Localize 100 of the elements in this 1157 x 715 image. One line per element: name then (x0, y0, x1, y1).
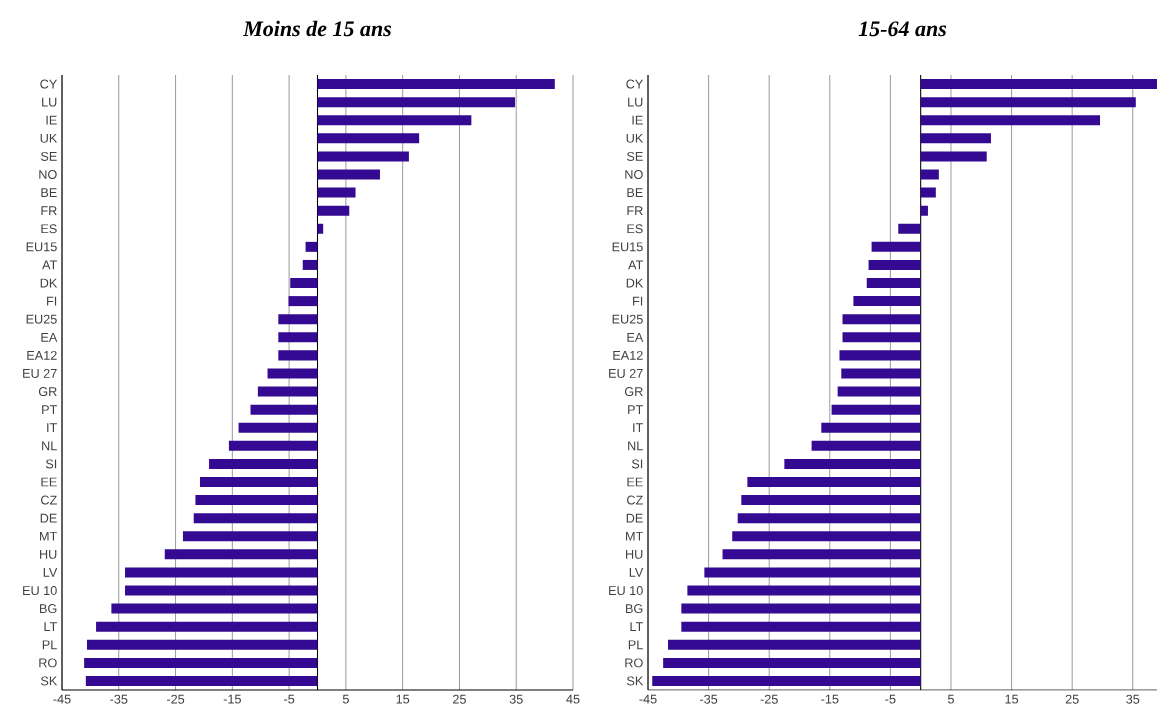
y-tick-label: CZ (41, 495, 57, 505)
bar (317, 187, 356, 198)
y-tick-label: EA12 (613, 350, 643, 360)
y-tick-label: LU (628, 97, 643, 107)
bar (85, 675, 318, 686)
bar (257, 386, 318, 397)
y-tick-label: UK (626, 133, 644, 143)
y-tick-label: EA (41, 332, 58, 342)
bar (317, 223, 324, 234)
y-tick-label: BE (41, 188, 57, 197)
bar (195, 495, 318, 506)
y-tick-label: EA (627, 332, 644, 342)
bar (920, 187, 936, 198)
y-tick-label: IT (633, 423, 643, 433)
bar (920, 97, 1136, 108)
bar (238, 422, 318, 433)
y-tick-label: MT (40, 531, 57, 541)
chart-title: Moins de 15 ans (242, 20, 392, 37)
bar (317, 97, 516, 108)
x-tick-label: -25 (166, 694, 185, 704)
y-tick-label: PT (628, 405, 643, 414)
y-tick-label: SE (40, 151, 57, 161)
y-tick-label: EU25 (26, 314, 57, 324)
y-tick-label: CY (626, 79, 644, 89)
y-tick-label: SI (631, 459, 643, 469)
x-tick-label: -25 (760, 694, 778, 704)
bar (681, 621, 921, 632)
y-tick-label: EU 10 (23, 586, 57, 596)
bar (182, 531, 318, 542)
y-tick-label: HU (626, 549, 643, 559)
x-tick-label: 5 (947, 694, 954, 704)
bar (866, 278, 921, 289)
y-tick-label: HU (40, 549, 57, 559)
y-tick-label: IE (632, 115, 643, 125)
y-tick-label: DK (40, 278, 58, 288)
x-tick-label: 45 (566, 694, 580, 704)
y-tick-label: EU25 (612, 314, 643, 324)
bar (920, 169, 939, 180)
x-tick-label: -45 (53, 694, 71, 704)
bar (704, 567, 921, 578)
bar (920, 115, 1101, 126)
y-tick-label: FI (633, 296, 643, 306)
bar (920, 205, 928, 216)
bar (317, 151, 409, 162)
bar (839, 350, 921, 361)
x-tick-label: 5 (342, 694, 349, 704)
y-tick-label: IE (46, 115, 57, 125)
bar (111, 603, 318, 614)
y-tick-label: LV (629, 568, 644, 577)
y-tick-label: MT (626, 531, 643, 541)
y-tick-label: PL (42, 640, 57, 650)
bar (84, 657, 318, 668)
bar (681, 603, 921, 614)
bar (278, 350, 318, 361)
chart-title: 15-64 ans (858, 21, 947, 37)
bar (747, 476, 921, 487)
bar (821, 422, 921, 433)
bar (317, 169, 380, 180)
bar (837, 386, 921, 397)
bar (831, 404, 921, 415)
bar (722, 549, 921, 560)
y-tick-label: EU 10 (609, 586, 643, 596)
y-tick-label: NL (42, 441, 57, 451)
bar (842, 332, 921, 343)
bar (288, 296, 318, 307)
x-tick-label: 35 (1126, 694, 1140, 704)
y-tick-label: ES (41, 224, 57, 234)
x-tick-label: -35 (110, 694, 128, 704)
bar (302, 259, 318, 270)
bar (920, 133, 991, 144)
bar (811, 440, 921, 451)
x-tick-label: -45 (639, 694, 657, 704)
bar (267, 368, 318, 379)
bar (278, 332, 318, 343)
y-tick-label: DE (626, 513, 643, 523)
bar (842, 314, 921, 325)
y-tick-label: LV (43, 568, 58, 577)
x-tick-label: 25 (453, 694, 466, 704)
bar (841, 368, 921, 379)
bar (290, 278, 318, 289)
y-tick-label: UK (40, 133, 58, 143)
y-tick-label: PL (628, 640, 643, 650)
bar (317, 115, 472, 126)
y-tick-label: EE (41, 477, 57, 487)
bar (125, 567, 318, 578)
bar (86, 639, 318, 650)
bar (250, 404, 318, 415)
bar (317, 133, 420, 144)
x-tick-label: -5 (885, 694, 896, 704)
y-tick-label: EU15 (612, 242, 643, 252)
bar (652, 675, 921, 686)
y-tick-label: SE (626, 151, 643, 161)
bar (305, 241, 318, 252)
bar (871, 241, 921, 252)
y-tick-label: EU 27 (23, 368, 57, 378)
y-tick-label: GR (624, 387, 643, 397)
y-tick-label: CY (40, 79, 58, 89)
x-tick-label: -15 (223, 694, 241, 704)
y-tick-label: GR (38, 387, 57, 397)
x-tick-label: 15 (396, 694, 410, 704)
